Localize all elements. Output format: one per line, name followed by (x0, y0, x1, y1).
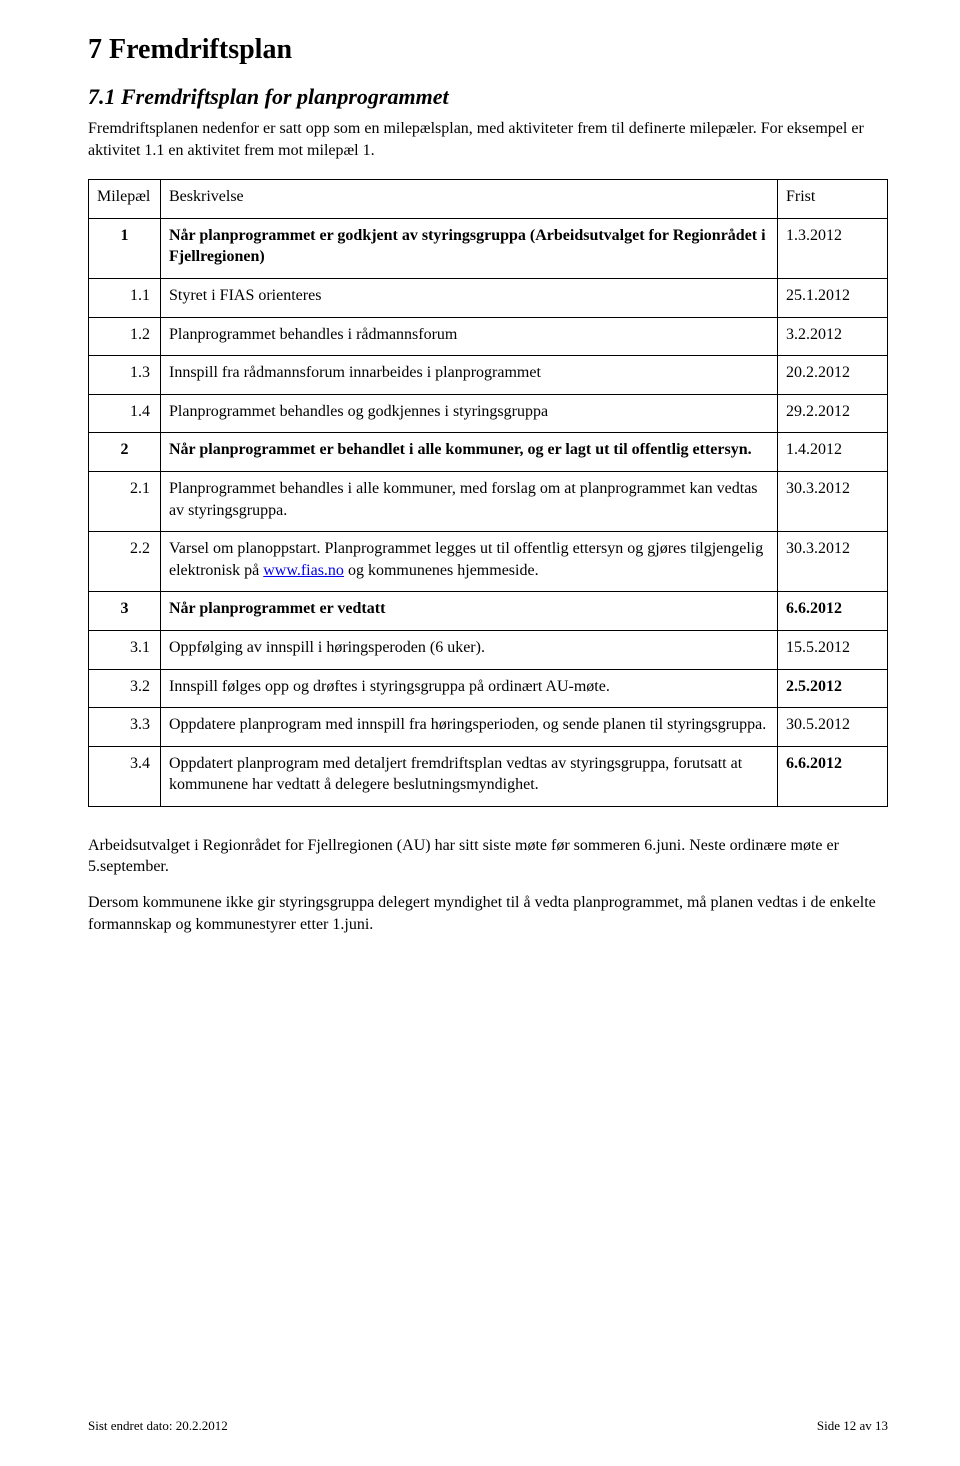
cell-date: 1.4.2012 (778, 433, 888, 472)
cell-id: 3 (89, 592, 161, 631)
cell-id: 2.1 (89, 471, 161, 531)
cell-id: 1.1 (89, 278, 161, 317)
cell-date: 30.3.2012 (778, 471, 888, 531)
table-row: 3.4Oppdatert planprogram med detaljert f… (89, 746, 888, 806)
cell-id: 3.2 (89, 669, 161, 708)
page: 7 Fremdriftsplan 7.1 Fremdriftsplan for … (0, 0, 960, 1466)
table-row: 3.3Oppdatere planprogram med innspill fr… (89, 708, 888, 747)
table-header-row: Milepæl Beskrivelse Frist (89, 180, 888, 219)
col-header-milepael: Milepæl (89, 180, 161, 219)
cell-date: 15.5.2012 (778, 630, 888, 669)
heading-level-1: 7 Fremdriftsplan (88, 34, 888, 66)
cell-description: Oppdatert planprogram med detaljert frem… (161, 746, 778, 806)
link-fias[interactable]: www.fias.no (263, 562, 344, 579)
cell-description: Når planprogrammet er godkjent av styrin… (161, 218, 778, 278)
cell-description: Planprogrammet behandles i rådmannsforum (161, 317, 778, 356)
cell-date: 6.6.2012 (778, 592, 888, 631)
table-row: 1.4Planprogrammet behandles og godkjenne… (89, 394, 888, 433)
col-header-frist: Frist (778, 180, 888, 219)
cell-date: 29.2.2012 (778, 394, 888, 433)
page-footer: Sist endret dato: 20.2.2012 Side 12 av 1… (88, 1418, 888, 1434)
table-row: 1.3Innspill fra rådmannsforum innarbeide… (89, 356, 888, 395)
cell-date: 2.5.2012 (778, 669, 888, 708)
cell-description: Når planprogrammet er vedtatt (161, 592, 778, 631)
cell-description: Planprogrammet behandles og godkjennes i… (161, 394, 778, 433)
table-row: 3.2Innspill følges opp og drøftes i styr… (89, 669, 888, 708)
cell-date: 20.2.2012 (778, 356, 888, 395)
table-row: 2.1Planprogrammet behandles i alle kommu… (89, 471, 888, 531)
cell-description: Oppdatere planprogram med innspill fra h… (161, 708, 778, 747)
body-paragraph-2: Dersom kommunene ikke gir styringsgruppa… (88, 892, 888, 935)
cell-date: 6.6.2012 (778, 746, 888, 806)
cell-date: 25.1.2012 (778, 278, 888, 317)
table-row: 3Når planprogrammet er vedtatt6.6.2012 (89, 592, 888, 631)
cell-date: 30.5.2012 (778, 708, 888, 747)
body-paragraph-1: Arbeidsutvalget i Regionrådet for Fjellr… (88, 835, 888, 878)
cell-date: 3.2.2012 (778, 317, 888, 356)
cell-description: Oppfølging av innspill i høringsperoden … (161, 630, 778, 669)
cell-id: 3.4 (89, 746, 161, 806)
cell-id: 1 (89, 218, 161, 278)
cell-id: 1.3 (89, 356, 161, 395)
table-row: 3.1Oppfølging av innspill i høringsperod… (89, 630, 888, 669)
col-header-beskrivelse: Beskrivelse (161, 180, 778, 219)
cell-description: Innspill fra rådmannsforum innarbeides i… (161, 356, 778, 395)
cell-text-post: og kommunenes hjemmeside. (344, 562, 539, 579)
cell-id: 1.2 (89, 317, 161, 356)
heading-level-2: 7.1 Fremdriftsplan for planprogrammet (88, 84, 888, 110)
table-row: 2Når planprogrammet er behandlet i alle … (89, 433, 888, 472)
cell-id: 1.4 (89, 394, 161, 433)
milestone-table: Milepæl Beskrivelse Frist 1Når planprogr… (88, 179, 888, 807)
footer-right: Side 12 av 13 (817, 1418, 888, 1434)
table-row: 2.2Varsel om planoppstart. Planprogramme… (89, 532, 888, 592)
cell-id: 3.3 (89, 708, 161, 747)
cell-id: 2 (89, 433, 161, 472)
cell-date: 1.3.2012 (778, 218, 888, 278)
cell-id: 3.1 (89, 630, 161, 669)
table-row: 1Når planprogrammet er godkjent av styri… (89, 218, 888, 278)
footer-left: Sist endret dato: 20.2.2012 (88, 1418, 228, 1434)
cell-description: Styret i FIAS orienteres (161, 278, 778, 317)
cell-description: Planprogrammet behandles i alle kommuner… (161, 471, 778, 531)
cell-date: 30.3.2012 (778, 532, 888, 592)
cell-id: 2.2 (89, 532, 161, 592)
cell-description: Varsel om planoppstart. Planprogrammet l… (161, 532, 778, 592)
table-row: 1.1Styret i FIAS orienteres25.1.2012 (89, 278, 888, 317)
cell-description: Innspill følges opp og drøftes i styring… (161, 669, 778, 708)
intro-paragraph: Fremdriftsplanen nedenfor er satt opp so… (88, 118, 888, 161)
cell-description: Når planprogrammet er behandlet i alle k… (161, 433, 778, 472)
table-row: 1.2Planprogrammet behandles i rådmannsfo… (89, 317, 888, 356)
